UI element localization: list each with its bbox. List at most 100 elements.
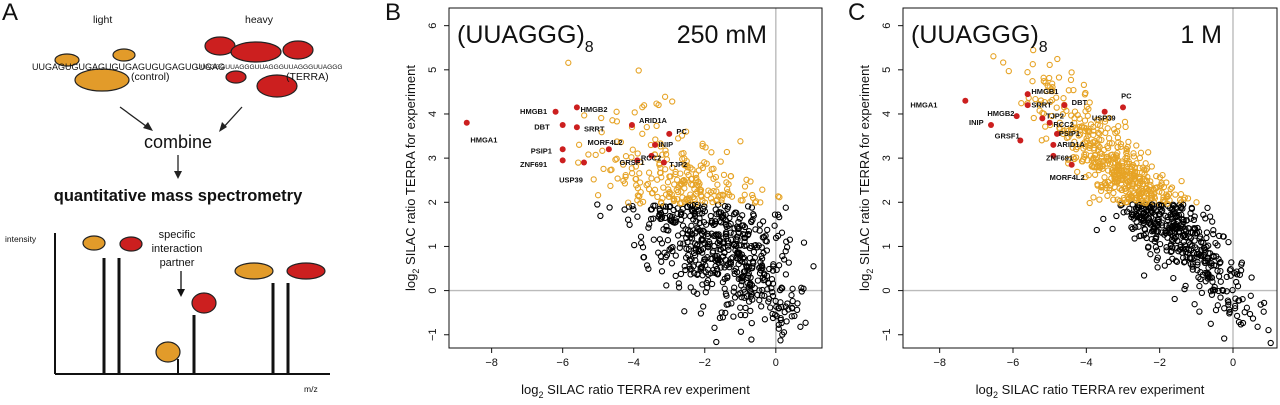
hit-point [1114,162,1122,169]
hit-point [1124,143,1131,151]
specific-line-3: partner [160,257,195,269]
labeled-point-arid1a [628,122,635,129]
hit-point [612,156,619,163]
hit-point [723,148,731,156]
background-point [1167,213,1175,220]
hit-point [614,175,621,182]
background-point [748,204,756,211]
hit-point [1098,136,1105,144]
light-peak-blob-1 [82,235,106,251]
background-point [1212,306,1220,314]
hit-point [1103,185,1110,192]
background-point [1197,275,1204,283]
background-point [1267,339,1274,347]
background-point [699,236,707,244]
gene-label-hmga1: HMGA1 [470,136,497,145]
panel-c: C HMGA1 HMGB1 SRRT DBT PC HMGB2 TJP2 USP39 INIP R… [848,0,1278,400]
background-point [1157,201,1165,209]
hit-point [657,199,665,206]
background-point [1171,295,1178,303]
hit-point [669,98,676,105]
hit-point [1096,130,1103,137]
hit-point [1193,199,1200,206]
background-point [691,270,698,277]
gene-label-hmgb1: HMGB1 [1031,87,1058,96]
hit-point [1113,153,1120,160]
hit-point [1076,115,1083,122]
background-point [782,248,789,255]
background-point [749,263,756,270]
heavy-peak-blob-2 [191,292,217,314]
background-point [1229,286,1236,294]
background-point [689,201,697,209]
hit-point [1085,172,1092,179]
hit-point [1159,171,1166,179]
background-point [1223,273,1230,281]
background-point [789,297,796,305]
background-point [631,241,638,249]
hit-point [1080,81,1088,89]
background-point [768,276,776,283]
hit-point [751,199,759,206]
background-point [1187,260,1194,268]
background-point [1155,201,1163,209]
background-point [717,209,725,216]
background-point [1158,229,1165,236]
hit-point [1151,195,1159,202]
arrow-down-head [174,171,182,179]
hit-point [708,149,715,156]
hit-point [1108,140,1116,147]
hit-point [636,179,644,186]
background-point [782,303,789,310]
background-point [697,263,705,271]
y-tick-label: 4 [427,111,439,117]
background-point [740,222,747,229]
background-point [768,285,775,292]
hit-point [663,156,671,163]
hit-point [1043,135,1050,142]
hit-point [1067,76,1075,84]
hit-point [699,140,706,147]
heavy-peak-blob-3 [286,262,326,280]
background-point [749,296,756,303]
hit-point [1065,87,1072,94]
background-point [1205,250,1212,257]
background-point [637,233,645,240]
background-point [1217,278,1224,285]
background-point [662,203,670,210]
hit-point [1133,142,1140,149]
background-point [1208,262,1215,269]
hit-point [1083,137,1090,145]
background-point [797,323,804,330]
gene-label-usp39: USP39 [1092,114,1116,123]
background-point [1231,305,1239,312]
hit-point [696,186,704,193]
hit-point [1082,127,1089,135]
background-point [675,284,683,291]
hit-point [1110,153,1117,160]
background-point [1181,285,1188,293]
hit-point [1114,143,1121,151]
hit-point [737,138,744,145]
hit-point [1094,140,1101,148]
background-point [1163,244,1170,251]
hit-point [1053,94,1060,101]
hit-point [724,189,731,196]
background-point [777,337,784,344]
background-point [725,261,732,268]
hit-point [1116,197,1124,205]
hit-point [1035,101,1043,108]
hit-point [1115,123,1122,130]
background-point [626,221,633,228]
panel-letter-b: B [385,0,401,26]
background-point [748,319,755,327]
background-point [735,218,742,226]
background-point [1225,238,1232,246]
background-point [694,224,701,231]
background-point [1209,218,1216,225]
hit-point [653,122,660,130]
hit-point [679,194,686,201]
background-point [713,231,720,238]
background-point [1225,301,1232,308]
